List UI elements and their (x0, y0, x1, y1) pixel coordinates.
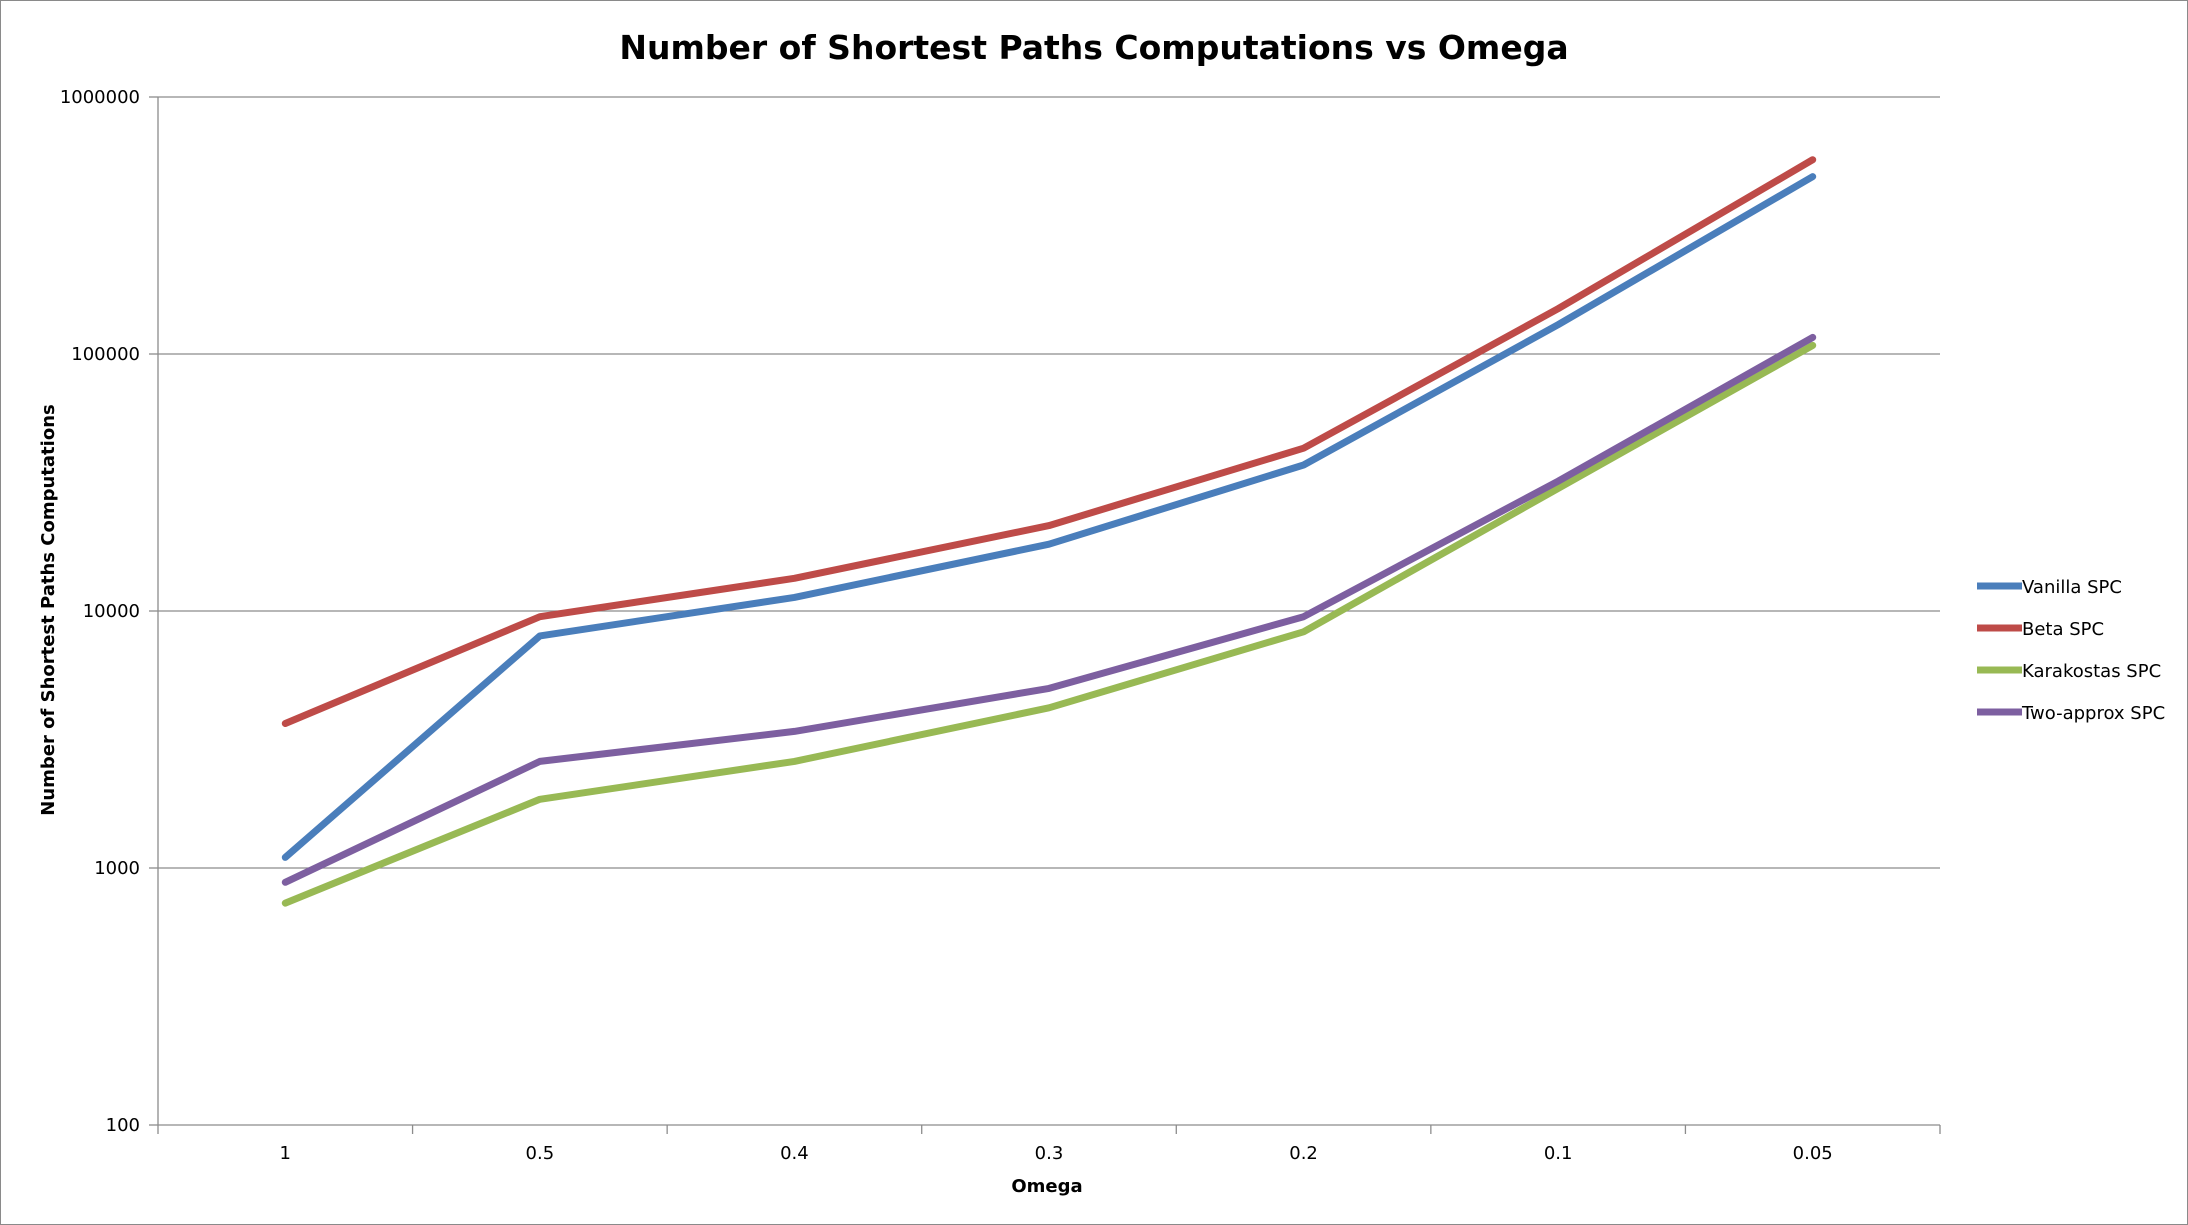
legend-label: Beta SPC (2022, 619, 2104, 640)
y-tick-label: 100 (106, 1115, 140, 1136)
y-tick-label: 1000000 (60, 87, 140, 108)
legend-item: Two-approx SPC (1977, 703, 2165, 724)
legend: Vanilla SPC Beta SPC Karakostas SPC Two-app… (1977, 577, 2165, 724)
legend-label: Vanilla SPC (2022, 577, 2122, 598)
x-tick-label: 1 (280, 1143, 291, 1164)
gridlines (158, 96, 1940, 869)
y-tick-label: 1000 (94, 858, 140, 879)
legend-item: Vanilla SPC (1977, 577, 2122, 598)
x-axis-title: Omega (1011, 1176, 1082, 1197)
x-tick-label: 0.05 (1793, 1143, 1833, 1164)
series-line-karakostas-spc (281, 341, 1817, 907)
series-line-two-approx-spc (281, 333, 1817, 886)
x-tick-label: 0.1 (1544, 1143, 1573, 1164)
chart-title: Number of Shortest Paths Computations vs… (619, 28, 1568, 67)
y-tick-label: 100000 (71, 344, 140, 365)
series-line-vanilla-spc (281, 173, 1817, 861)
legend-label: Karakostas SPC (2022, 661, 2161, 682)
legend-item: Beta SPC (1977, 619, 2104, 640)
x-tick-label: 0.5 (526, 1143, 555, 1164)
legend-item: Karakostas SPC (1977, 661, 2161, 682)
y-tick-label: 10000 (83, 601, 140, 622)
x-tick-label: 0.4 (780, 1143, 809, 1164)
x-tick-label: 0.3 (1035, 1143, 1064, 1164)
series-line-beta-spc (281, 156, 1817, 727)
x-tick-label: 0.2 (1289, 1143, 1318, 1164)
y-axis-title: Number of Shortest Paths Computations (38, 404, 59, 815)
legend-label: Two-approx SPC (2021, 703, 2165, 724)
axes: 100 1000 10000 100000 1000000 1 0.5 0.4 0.3 0.2 0.… (60, 87, 1941, 1164)
series-lines (281, 156, 1817, 907)
